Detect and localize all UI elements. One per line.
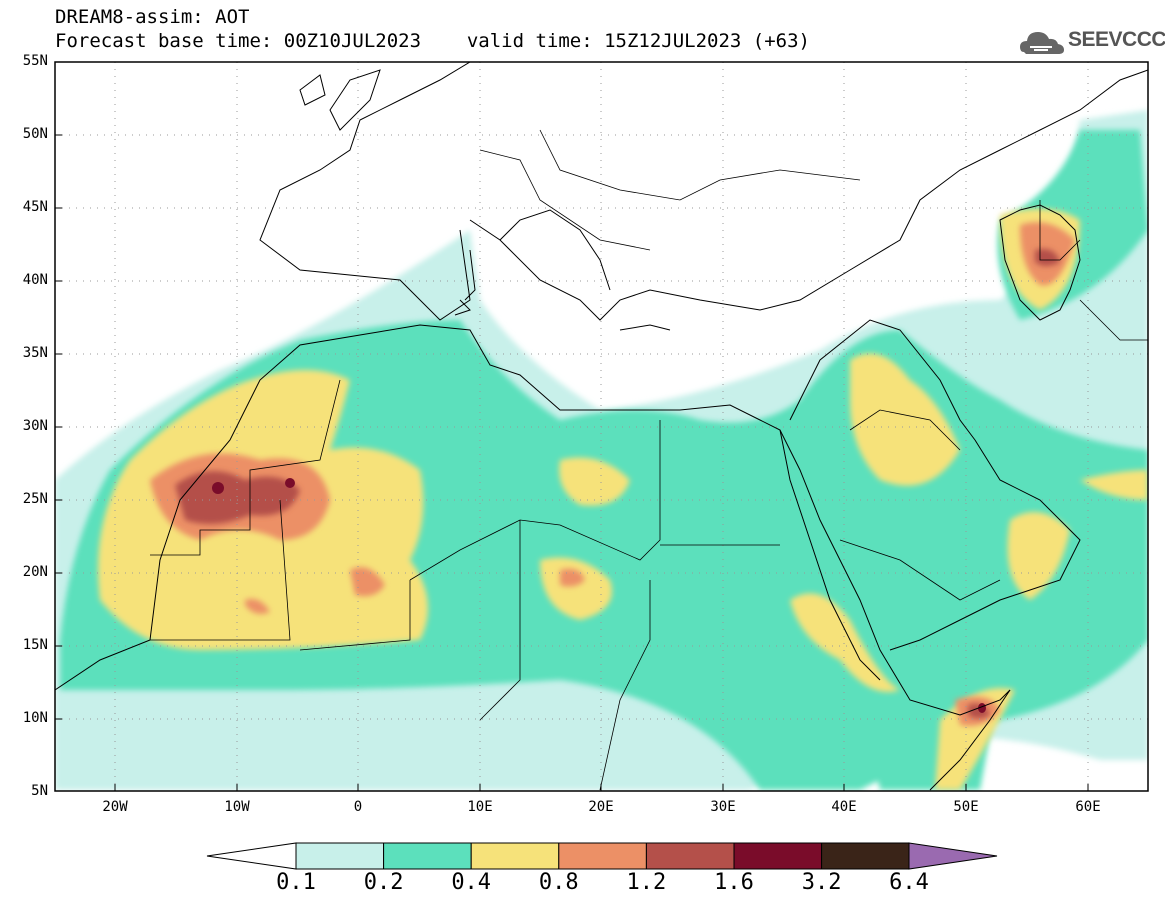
colorbar-swatch-3 [470, 842, 560, 870]
base-time: Forecast base time: 00Z10JUL2023 [55, 30, 422, 52]
lon-label: 20E [588, 799, 614, 815]
lon-label: 30E [710, 799, 736, 815]
colorbar-label: 0.2 [363, 870, 404, 895]
colorbar-swatch-2 [383, 842, 472, 870]
axis-ticks [55, 61, 1089, 791]
time-info: Forecast base time: 00Z10JUL2023 valid t… [55, 30, 810, 52]
colorbar-swatch-4 [558, 842, 647, 870]
lat-label: 25N [22, 491, 48, 507]
lat-label: 55N [22, 53, 48, 69]
colorbar-label: 1.2 [626, 870, 667, 895]
islands [454, 249, 671, 331]
colorbar-label: 0.1 [276, 870, 316, 895]
lat-label: 35N [22, 345, 48, 361]
colorbar [206, 842, 998, 870]
aot-field [55, 62, 1148, 791]
colorbar-label: 0.8 [538, 870, 579, 895]
lon-label: 20W [102, 799, 128, 815]
lat-label: 5N [31, 783, 48, 799]
map-title: DREAM8-assim: AOT [55, 6, 250, 28]
lat-label: 15N [22, 637, 48, 653]
colorbar-swatch-1 [295, 842, 385, 870]
lon-label: 60E [1075, 799, 1101, 815]
lon-label: 10E [467, 799, 493, 815]
cloud-logo-icon [1020, 32, 1064, 54]
coastlines [55, 62, 1148, 791]
colorbar-label: 3.2 [801, 870, 842, 895]
country-borders [150, 129, 1148, 791]
colorbar-label: 0.4 [451, 870, 492, 895]
colorbar-low-arrow [206, 842, 297, 870]
logo-text: SEEVCCC [1068, 28, 1165, 51]
aot-level-1-6 [212, 478, 986, 713]
lat-label: 20N [22, 564, 48, 580]
colorbar-swatch-7 [821, 842, 910, 870]
lon-label: 50E [953, 799, 979, 815]
lon-label: 10W [224, 799, 250, 815]
colorbar-swatch-6 [733, 842, 823, 870]
lon-label: 40E [831, 799, 857, 815]
lat-label: 10N [22, 710, 48, 726]
lat-label: 40N [22, 272, 48, 288]
lat-label: 45N [22, 199, 48, 215]
lon-label: 0 [353, 799, 363, 815]
valid-time: valid time: 15Z12JUL2023 (+63) [466, 30, 810, 52]
lat-label: 50N [22, 126, 48, 142]
colorbar-swatch-5 [645, 842, 735, 870]
colorbar-high-arrow [908, 842, 998, 870]
colorbar-label: 1.6 [714, 870, 754, 895]
colorbar-label: 6.4 [889, 870, 929, 895]
lat-label: 30N [22, 418, 48, 434]
